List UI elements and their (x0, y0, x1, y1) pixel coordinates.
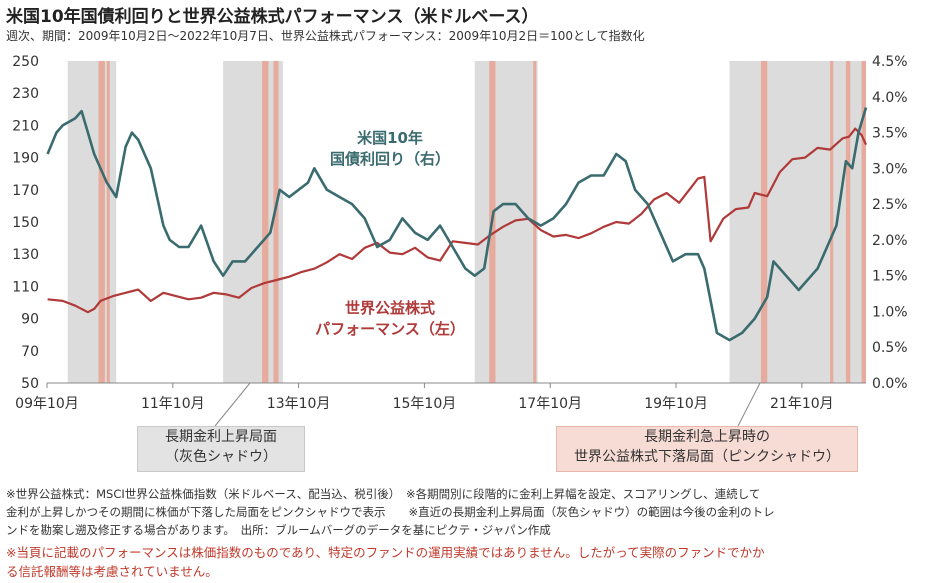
gray-shadow-callout: 長期金利上昇局面 （灰色シャドウ） (137, 426, 305, 472)
pink-callout-leader (737, 382, 761, 427)
pink-shadow (830, 61, 834, 383)
pink-shadow (106, 61, 110, 383)
y-left-tick-label: 190 (12, 151, 39, 167)
y-left-tick-label: 170 (12, 183, 39, 199)
pink-shadow (845, 61, 851, 383)
footnote-line3: ンドを勘案し遡及修正する場合があります。 出所：ブルームバーグのデータを基にピク… (6, 523, 551, 537)
series-annotation: パフォーマンス（左） (315, 320, 465, 338)
pink-shadow (98, 61, 105, 383)
x-tick-label: 17年10月 (518, 396, 582, 412)
chart-svg: 50 70 90 110 130 150 170 190 210 230 250 0.0% 0.5% 1.… (12, 54, 908, 427)
y-right-tick-label: 2.5% (872, 197, 908, 213)
y-left-tick-label: 230 (12, 86, 39, 102)
x-tick-label: 09年10月 (15, 396, 79, 412)
pink-shadow-callout: 長期金利急上昇時の 世界公益株式下落局面（ピンクシャドウ） (556, 426, 858, 472)
y-right-tick-label: 3.5% (872, 126, 908, 142)
gray-callout-leader (214, 382, 251, 427)
y-left-tick-label: 210 (12, 118, 39, 134)
x-tick-label: 19年10月 (644, 396, 708, 412)
y-left-tick-label: 90 (21, 312, 39, 328)
y-right-tick-label: 3.0% (872, 161, 908, 177)
gray-shadow (729, 61, 866, 383)
chart-subtitle: 週次、期間：2009年10月2日～2022年10月7日、世界公益株式パフォーマン… (6, 29, 645, 43)
chart-title: 米国10年国債利回りと世界公益株式パフォーマンス（米ドルベース） (6, 7, 539, 27)
x-tick-label: 21年10月 (770, 396, 834, 412)
y-right-tick-label: 4.5% (872, 54, 908, 70)
y-left-tick-label: 150 (12, 215, 39, 231)
series-annotation: 国債利回り（右） (330, 150, 450, 168)
y-right-tick-label: 2.0% (872, 233, 908, 249)
gray-shadow (474, 61, 538, 383)
pink-shadow (262, 61, 269, 383)
footnote-line1: ※世界公益株式：MSCI世界公益株価指数（米ドルベース、配当込、税引後） ※各期… (6, 487, 761, 501)
y-left-tick-label: 110 (12, 279, 39, 295)
utility-equity-line (47, 127, 867, 314)
y-left-tick-label: 50 (21, 376, 39, 392)
pink-callout-line2: 世界公益株式下落局面（ピンクシャドウ） (574, 449, 840, 465)
pink-shadow (273, 61, 279, 383)
gray-callout-line2: （灰色シャドウ） (165, 449, 277, 465)
series-annotation: 世界公益株式 (345, 299, 435, 317)
series-annotation: 米国10年 (357, 129, 423, 147)
y-left-tick-label: 70 (21, 344, 39, 360)
y-right-tick-label: 0.5% (872, 340, 908, 356)
y-right-tick-label: 1.0% (872, 304, 908, 320)
y-right-tick-label: 0.0% (872, 376, 908, 392)
pink-shadow (861, 61, 866, 383)
y-left-tick-label: 130 (12, 247, 39, 263)
pink-shadow (760, 61, 768, 383)
y-right-tick-label: 1.5% (872, 269, 908, 285)
x-tick-label: 13年10月 (267, 396, 331, 412)
treasury-yield-line (46, 107, 868, 342)
x-tick-label: 15年10月 (393, 396, 457, 412)
warning-line1: ※当頁に記載のパフォーマンスは株価指数のものであり、特定のファンドの運用実績では… (6, 545, 765, 560)
footnote-line2: 金利が上昇しかつその期間に株価が下落した局面をピンクシャドウで表示 ※直近の長期… (6, 505, 775, 519)
y-right-tick-label: 4.0% (872, 90, 908, 106)
y-left-tick-label: 250 (12, 54, 39, 70)
pink-callout-line1: 長期金利急上昇時の (644, 429, 770, 445)
x-tick-label: 11年10月 (141, 396, 205, 412)
warning-line2: る信託報酬等は考慮されていません。 (6, 564, 218, 579)
gray-callout-line1: 長期金利上昇局面 (165, 429, 277, 445)
